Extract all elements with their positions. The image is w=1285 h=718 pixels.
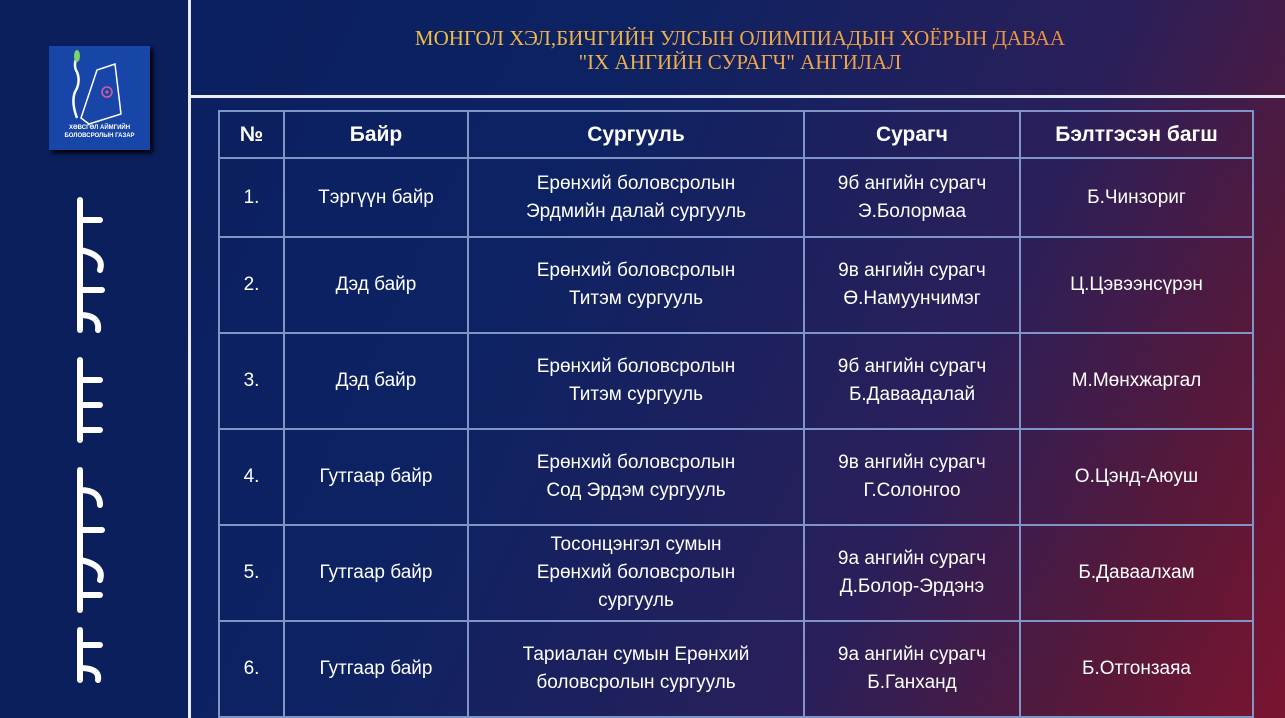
cell-school-line: Тариалан сумын Ерөнхий	[522, 644, 750, 665]
cell-place: Дэд байр	[283, 332, 469, 430]
cell-place: Гутгаар байр	[283, 620, 469, 718]
cell-teacher: Б.Отгонзаяа	[1019, 620, 1254, 718]
cell-school-line: Ерөнхий боловсролын	[536, 356, 736, 377]
header-place: Байр	[283, 110, 469, 159]
slide-title: МОНГОЛ ХЭЛ,БИЧГИЙН УЛСЫН ОЛИМПИАДЫН ХОЁР…	[300, 26, 1180, 74]
cell-school-line: Эрдмийн далай сургууль	[526, 200, 746, 222]
header-number: №	[218, 110, 285, 159]
cell-student: 9в ангийн сурагч Г.Солонгоо	[803, 428, 1021, 526]
logo-text-line2: БОЛОВСРОЛЫН ГАЗАР	[64, 133, 135, 139]
cell-teacher: Ц.Цэвээнсүрэн	[1019, 236, 1254, 334]
cell-place: Дэд байр	[283, 236, 469, 334]
cell-school: Ерөнхий боловсролын Сод Эрдэм сургууль	[467, 428, 805, 526]
cell-school-line: Титэм сургууль	[569, 384, 703, 405]
vertical-divider	[188, 0, 191, 718]
cell-no: 3.	[218, 332, 285, 430]
logo-text-line1: ХӨВСГӨЛ АЙМГИЙН	[68, 125, 131, 131]
results-table: № Байр Сургууль Сурагч Бэлтгэсэн багш 1.…	[218, 110, 1254, 718]
cell-student-line: 9а ангийн сурагч	[837, 644, 987, 665]
header-student: Сурагч	[803, 110, 1021, 159]
cell-teacher: Б.Даваалхам	[1019, 524, 1254, 622]
cell-school-line: боловсролын сургууль	[536, 672, 736, 693]
cell-school-line: Титэм сургууль	[569, 288, 703, 309]
cell-student-line: Э.Болормаа	[857, 200, 967, 222]
cell-school: Тариалан сумын Ерөнхий боловсролын сургуу…	[467, 620, 805, 718]
cell-student-line: 9б ангийн сурагч	[837, 356, 987, 377]
cell-school-line: Ерөнхий боловсролын	[536, 260, 736, 281]
header-school: Сургууль	[467, 110, 805, 159]
cell-teacher: Б.Чинзориг	[1019, 157, 1254, 238]
cell-student-line: Д.Болор-Эрдэнэ	[839, 576, 985, 597]
cell-school: Ерөнхий боловсролын Титэм сургууль	[467, 236, 805, 334]
cell-student: 9б ангийн сурагч Э.Болормаа	[803, 157, 1021, 238]
table-row: 2. Дэд байр Ерөнхий боловсролын Титэм сургу…	[218, 236, 1254, 334]
logo-emblem-icon	[72, 50, 122, 125]
cell-student: 9б ангийн сурагч Б.Даваадалай	[803, 332, 1021, 430]
table-row: 4. Гутгаар байр Ерөнхий боловсролын Сод Эрд…	[218, 428, 1254, 526]
cell-teacher: О.Цэнд-Аюуш	[1019, 428, 1254, 526]
cell-school-line: Тосонцэнгэл сумын	[550, 534, 722, 555]
cell-school: Ерөнхий боловсролын Титэм сургууль	[467, 332, 805, 430]
cell-student-line: Ө.Намуунчимэг	[843, 288, 981, 309]
table-row: 1. Тэргүүн байр Ерөнхий боловсролын Эрдмийн…	[218, 157, 1254, 238]
cell-place: Гутгаар байр	[283, 524, 469, 622]
cell-no: 4.	[218, 428, 285, 526]
cell-school-line: Ерөнхий боловсролын	[536, 172, 736, 194]
cell-place: Тэргүүн байр	[283, 157, 469, 238]
cell-no: 2.	[218, 236, 285, 334]
header-teacher: Бэлтгэсэн багш	[1019, 110, 1254, 159]
cell-student-line: 9в ангийн сурагч	[838, 260, 986, 281]
cell-school: Ерөнхий боловсролын Эрдмийн далай сургуул…	[467, 157, 805, 238]
cell-no: 5.	[218, 524, 285, 622]
title-line2: "IX АНГИЙН СУРАГЧ" АНГИЛАЛ	[578, 50, 902, 74]
cell-school-line: Сод Эрдэм сургууль	[546, 480, 726, 501]
cell-student-line: 9а ангийн сурагч	[837, 548, 987, 569]
cell-student: 9а ангийн сурагч Б.Ганханд	[803, 620, 1021, 718]
title-line1: МОНГОЛ ХЭЛ,БИЧГИЙН УЛСЫН ОЛИМПИАДЫН ХОЁР…	[414, 26, 1066, 50]
cell-teacher: М.Мөнхжаргал	[1019, 332, 1254, 430]
cell-no: 6.	[218, 620, 285, 718]
cell-school-line: сургууль	[598, 590, 674, 611]
table-row: 5. Гутгаар байр Тосонцэнгэл сумын Ерөнхий б…	[218, 524, 1254, 622]
cell-student: 9а ангийн сурагч Д.Болор-Эрдэнэ	[803, 524, 1021, 622]
mongolian-script-decoration	[77, 197, 105, 683]
cell-student-line: 9б ангийн сурагч	[837, 172, 987, 194]
cell-student: 9в ангийн сурагч Ө.Намуунчимэг	[803, 236, 1021, 334]
logo: ХӨВСГӨЛ АЙМГИЙН БОЛОВСРОЛЫН ГАЗАР	[49, 46, 150, 150]
cell-school-line: Ерөнхий боловсролын	[536, 452, 736, 473]
table-row: 3. Дэд байр Ерөнхий боловсролын Титэм сургу…	[218, 332, 1254, 430]
cell-student-line: 9в ангийн сурагч	[838, 452, 986, 473]
cell-student-line: Б.Ганханд	[867, 672, 957, 693]
cell-student-line: Г.Солонгоо	[863, 480, 961, 501]
table-header-row: № Байр Сургууль Сурагч Бэлтгэсэн багш	[218, 110, 1254, 159]
cell-school-line: Ерөнхий боловсролын	[536, 562, 736, 583]
horizontal-divider	[188, 95, 1285, 98]
cell-no: 1.	[218, 157, 285, 238]
cell-student-line: Б.Даваадалай	[848, 384, 976, 405]
cell-place: Гутгаар байр	[283, 428, 469, 526]
cell-school: Тосонцэнгэл сумын Ерөнхий боловсролын сург…	[467, 524, 805, 622]
table-row: 6. Гутгаар байр Тариалан сумын Ерөнхий боло…	[218, 620, 1254, 718]
